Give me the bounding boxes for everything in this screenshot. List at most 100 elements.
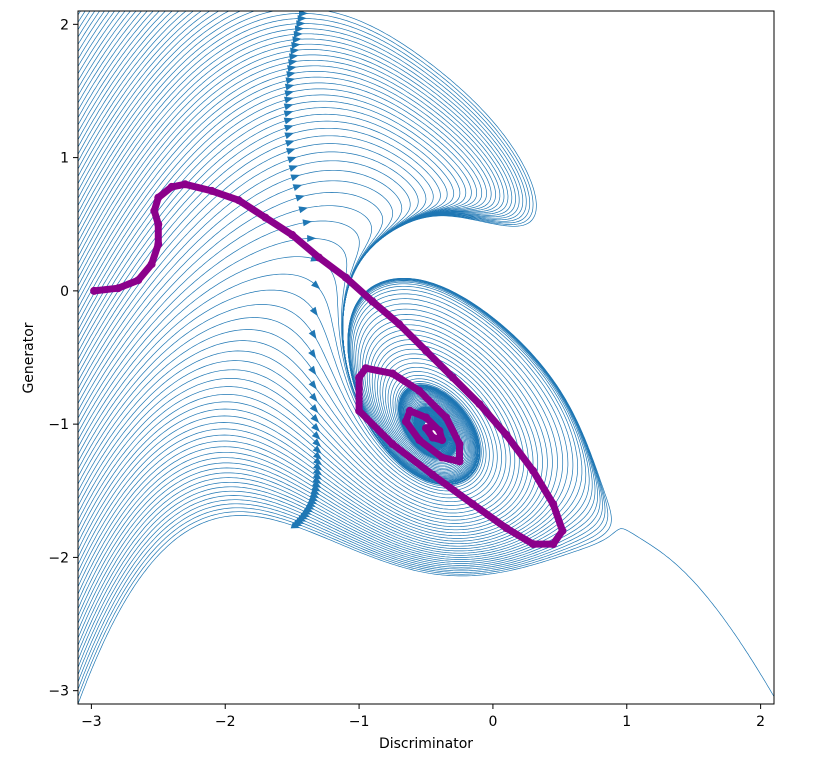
stream-arrow <box>309 403 319 414</box>
trajectory-point <box>438 453 447 462</box>
streamline <box>78 11 220 184</box>
trajectory-point <box>502 524 511 533</box>
trajectory-point <box>502 430 511 439</box>
stream-arrow <box>302 219 312 227</box>
stream-arrow <box>312 438 322 448</box>
streamline <box>78 11 137 96</box>
trajectory-point <box>475 400 484 409</box>
streamline <box>78 11 242 199</box>
trajectory-point <box>114 284 123 293</box>
stream-arrow <box>311 280 321 290</box>
stream-arrow <box>287 65 297 72</box>
streamline <box>78 11 142 104</box>
stream-arrow <box>298 206 309 214</box>
stream-arrow <box>285 148 296 155</box>
streamline <box>78 11 211 177</box>
stream-arrow <box>289 53 299 61</box>
streamline <box>78 11 148 111</box>
trajectory-point <box>207 186 216 195</box>
x-tick-label: 0 <box>488 714 497 730</box>
streamline <box>78 11 105 52</box>
trajectory-point <box>428 470 437 479</box>
streamline <box>78 11 101 45</box>
y-tick-label: −3 <box>48 684 69 700</box>
y-axis-label: Generator <box>21 322 37 393</box>
streamline <box>78 11 202 170</box>
stream-arrow <box>312 471 323 480</box>
trajectory-point <box>395 320 404 329</box>
streamline <box>78 11 116 67</box>
trajectory-point <box>355 406 364 415</box>
streamline <box>78 11 154 118</box>
stream-arrow <box>308 493 319 502</box>
stream-arrow <box>308 349 317 359</box>
stream-arrow <box>311 480 322 489</box>
stream-arrow <box>309 306 318 317</box>
x-tick-label: −1 <box>349 714 370 730</box>
stream-arrow <box>313 467 323 476</box>
trajectory-point <box>468 500 477 509</box>
trajectory-point <box>415 386 424 395</box>
streamline <box>78 11 121 74</box>
trajectory <box>90 180 567 549</box>
trajectory-point <box>438 436 447 445</box>
stream-arrow <box>285 140 295 147</box>
stream-arrow <box>312 445 322 454</box>
stream-arrow <box>308 329 317 340</box>
stream-arrow <box>307 234 317 242</box>
stream-arrow <box>292 36 302 44</box>
stream-arrow <box>294 25 305 33</box>
stream-arrow <box>310 487 321 496</box>
trajectory-point <box>314 253 323 262</box>
x-tick-label: 2 <box>756 714 765 730</box>
trajectory-point <box>361 364 370 373</box>
y-tick-label: 2 <box>60 17 69 33</box>
streamline <box>78 11 167 133</box>
stream-arrow <box>296 20 306 28</box>
stream-arrow <box>284 132 295 140</box>
streamline <box>78 11 86 23</box>
stream-arrow <box>288 59 298 67</box>
trajectory-point <box>341 273 350 282</box>
trajectory-point <box>427 422 436 431</box>
trajectory-point <box>181 180 190 189</box>
trajectory-point <box>288 230 297 239</box>
trajectory-point <box>234 196 243 205</box>
streamline <box>78 11 173 140</box>
stream-arrow <box>284 83 295 91</box>
trajectory-point <box>90 286 99 295</box>
trajectory-point <box>422 413 430 422</box>
stream-arrow <box>295 194 305 202</box>
trajectory-point <box>422 346 430 355</box>
trajectory-point <box>415 436 424 445</box>
streamline <box>78 11 194 162</box>
stream-arrow <box>283 103 294 111</box>
streamline <box>78 11 96 38</box>
stream-arrow <box>284 124 294 132</box>
stream-arrow <box>313 462 323 471</box>
stream-arrow <box>313 457 323 466</box>
stream-arrow <box>290 47 300 55</box>
trajectory-point <box>529 540 538 549</box>
stream-arrow <box>308 380 317 390</box>
trajectory-point <box>558 526 567 535</box>
stream-arrow <box>283 117 294 125</box>
trajectory-point <box>261 213 270 222</box>
trajectory-point <box>455 440 464 449</box>
stream-arrow <box>299 11 308 17</box>
trajectory-point <box>150 206 159 215</box>
plot-background <box>78 11 774 704</box>
trajectory-point <box>368 297 377 306</box>
stream-arrow <box>311 422 320 432</box>
stream-arrow <box>284 96 294 104</box>
streamline <box>78 11 131 89</box>
trajectory-point <box>388 440 397 449</box>
stream-arrow <box>290 174 301 182</box>
x-axis-ticks: −3 −2 −1 0 1 2 <box>81 704 765 730</box>
trajectory-point <box>549 540 558 549</box>
stream-arrow <box>310 413 320 423</box>
stream-arrow <box>312 451 323 460</box>
stream-arrow <box>311 431 321 440</box>
stream-arrow <box>288 165 299 172</box>
